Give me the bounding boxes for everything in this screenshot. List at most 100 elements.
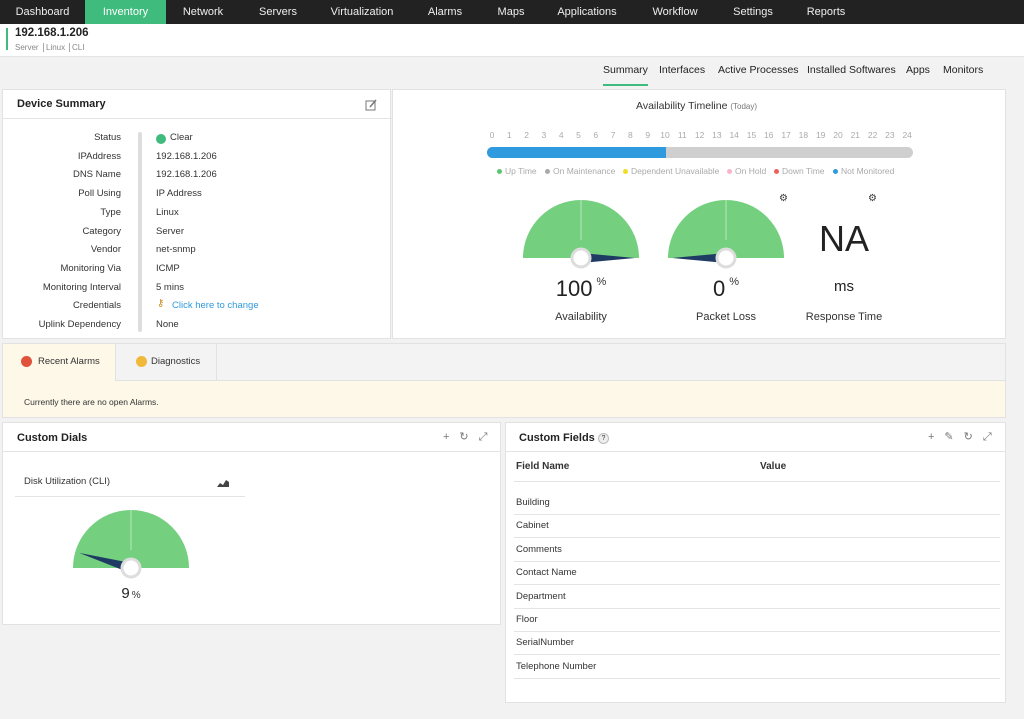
hour-tick: 1 [506, 130, 512, 140]
divider [3, 451, 500, 452]
panel-title: Custom Fields [519, 432, 595, 444]
nav-item[interactable]: Virtualization [330, 6, 394, 18]
nav-item[interactable]: Dashboard [15, 6, 70, 18]
timeline-bar [487, 147, 913, 158]
hour-tick: 17 [781, 130, 791, 140]
hour-tick: 20 [833, 130, 843, 140]
panel-title: Device Summary [17, 98, 106, 110]
divider [506, 451, 1005, 452]
gauge-unit: % [729, 276, 740, 288]
view-tab[interactable]: Apps [906, 64, 930, 76]
hour-tick: 4 [558, 130, 564, 140]
hour-tick: 8 [628, 130, 633, 140]
chart-icon[interactable] [217, 477, 229, 487]
hour-tick: 19 [815, 130, 826, 140]
device-tag: Server [15, 43, 39, 52]
device-tag: Linux [43, 43, 65, 52]
field-label: Poll Using [78, 188, 121, 200]
column-header: Field Name [516, 461, 570, 472]
gauge-value: 100 [555, 276, 593, 301]
field-value: Server [156, 225, 184, 237]
scrollbar[interactable] [138, 132, 142, 332]
nav-item[interactable]: Alarms [427, 6, 463, 18]
field-label: Vendor [90, 244, 121, 256]
hour-tick: 23 [885, 130, 895, 140]
title-text: Availability Timeline [636, 100, 728, 112]
accent-bar [6, 28, 8, 50]
field-label: Uplink Dependency [38, 319, 121, 330]
nav-item[interactable]: Servers [259, 6, 297, 18]
nav-item[interactable]: Workflow [652, 6, 698, 18]
hour-tick: 3 [541, 130, 547, 140]
field-value: 5 mins [156, 281, 184, 293]
gauge-readout: 0% [666, 276, 786, 302]
edit-icon[interactable] [365, 99, 377, 111]
field-name: Contact Name [516, 567, 577, 579]
panel-actions[interactable]: +✎↻⤢ [928, 431, 1002, 443]
hour-tick: 6 [593, 130, 599, 140]
nav-item[interactable]: Inventory [85, 0, 166, 24]
view-tab[interactable]: Interfaces [659, 64, 706, 76]
nav-item[interactable]: Network [182, 6, 224, 18]
hour-tick: 11 [677, 130, 687, 140]
field-name: Cabinet [516, 520, 549, 532]
view-tab[interactable]: Active Processes [718, 64, 799, 76]
gauge-label: Availability [555, 311, 607, 323]
alarm-tab-label[interactable]: Recent Alarms [38, 356, 100, 367]
custom-fields-panel: Custom Fields ? +✎↻⤢ Field Name Value Buil… [505, 422, 1006, 703]
legend-label: Dependent Unavailable [631, 166, 720, 176]
field-label: IPAddress [77, 150, 121, 162]
diag-tab[interactable] [116, 344, 217, 381]
settings-icon[interactable]: ⚙ [779, 193, 788, 204]
field-value: 192.168.1.206 [156, 169, 217, 181]
hour-tick: 7 [610, 130, 616, 140]
field-value: IP Address [156, 188, 202, 200]
field-name: SerialNumber [516, 637, 575, 649]
legend-label: Up Time [505, 166, 537, 176]
field-value: None [156, 319, 179, 330]
gauge-label: Response Time [805, 311, 883, 323]
gauge-readout: 100% [521, 276, 641, 302]
view-tab[interactable]: Installed Softwares [807, 64, 896, 76]
row-line [514, 537, 1000, 539]
gauge-hub [715, 247, 737, 269]
nav-item[interactable]: Applications [557, 6, 617, 18]
row-line [514, 514, 1000, 515]
nav-item[interactable]: Reports [806, 6, 846, 18]
diag-tab-label[interactable]: Diagnostics [151, 356, 201, 367]
view-tab[interactable]: Summary [603, 64, 648, 86]
device-ip: 192.168.1.206 [15, 27, 89, 39]
panel-actions[interactable]: +↻⤢ [443, 431, 498, 443]
key-icon[interactable]: ⚷ [157, 298, 165, 310]
device-tag: CLI [69, 43, 84, 52]
field-name: Building [516, 497, 550, 508]
hour-tick: 21 [850, 130, 861, 140]
dial-unit: % [131, 590, 141, 601]
panel-title: Custom Dials [17, 432, 88, 444]
help-icon[interactable]: ? [598, 433, 609, 444]
hour-tick: 18 [798, 130, 809, 140]
hour-tick: 22 [867, 130, 878, 140]
status-icon [156, 134, 166, 144]
nav-item[interactable]: Settings [733, 6, 773, 18]
legend-dot [833, 169, 838, 174]
settings-icon[interactable]: ⚙ [868, 193, 877, 204]
column-header: Value [760, 461, 787, 472]
top-nav: Dashboard Inventory Network Servers Virtuali… [0, 0, 1024, 24]
dial-name: Disk Utilization (CLI) [24, 476, 111, 487]
alarm-tabbar: Recent Alarms Diagnostics [3, 344, 1005, 381]
divider [3, 118, 392, 119]
alarm-message: Currently there are no open Alarms. [24, 397, 159, 407]
nav-item[interactable]: Maps [497, 6, 525, 18]
row-line [514, 560, 1000, 562]
alarms-panel: Recent Alarms Diagnostics Currently there… [2, 343, 1006, 418]
gauge-needle [672, 253, 726, 263]
field-label: Category [82, 225, 121, 237]
credentials-link[interactable]: Click here to change [172, 300, 259, 312]
timeline-elapsed [487, 147, 666, 158]
gauge-value: 0 [712, 276, 726, 301]
view-tab[interactable]: Monitors [943, 64, 984, 76]
field-label: Monitoring Interval [42, 281, 121, 293]
